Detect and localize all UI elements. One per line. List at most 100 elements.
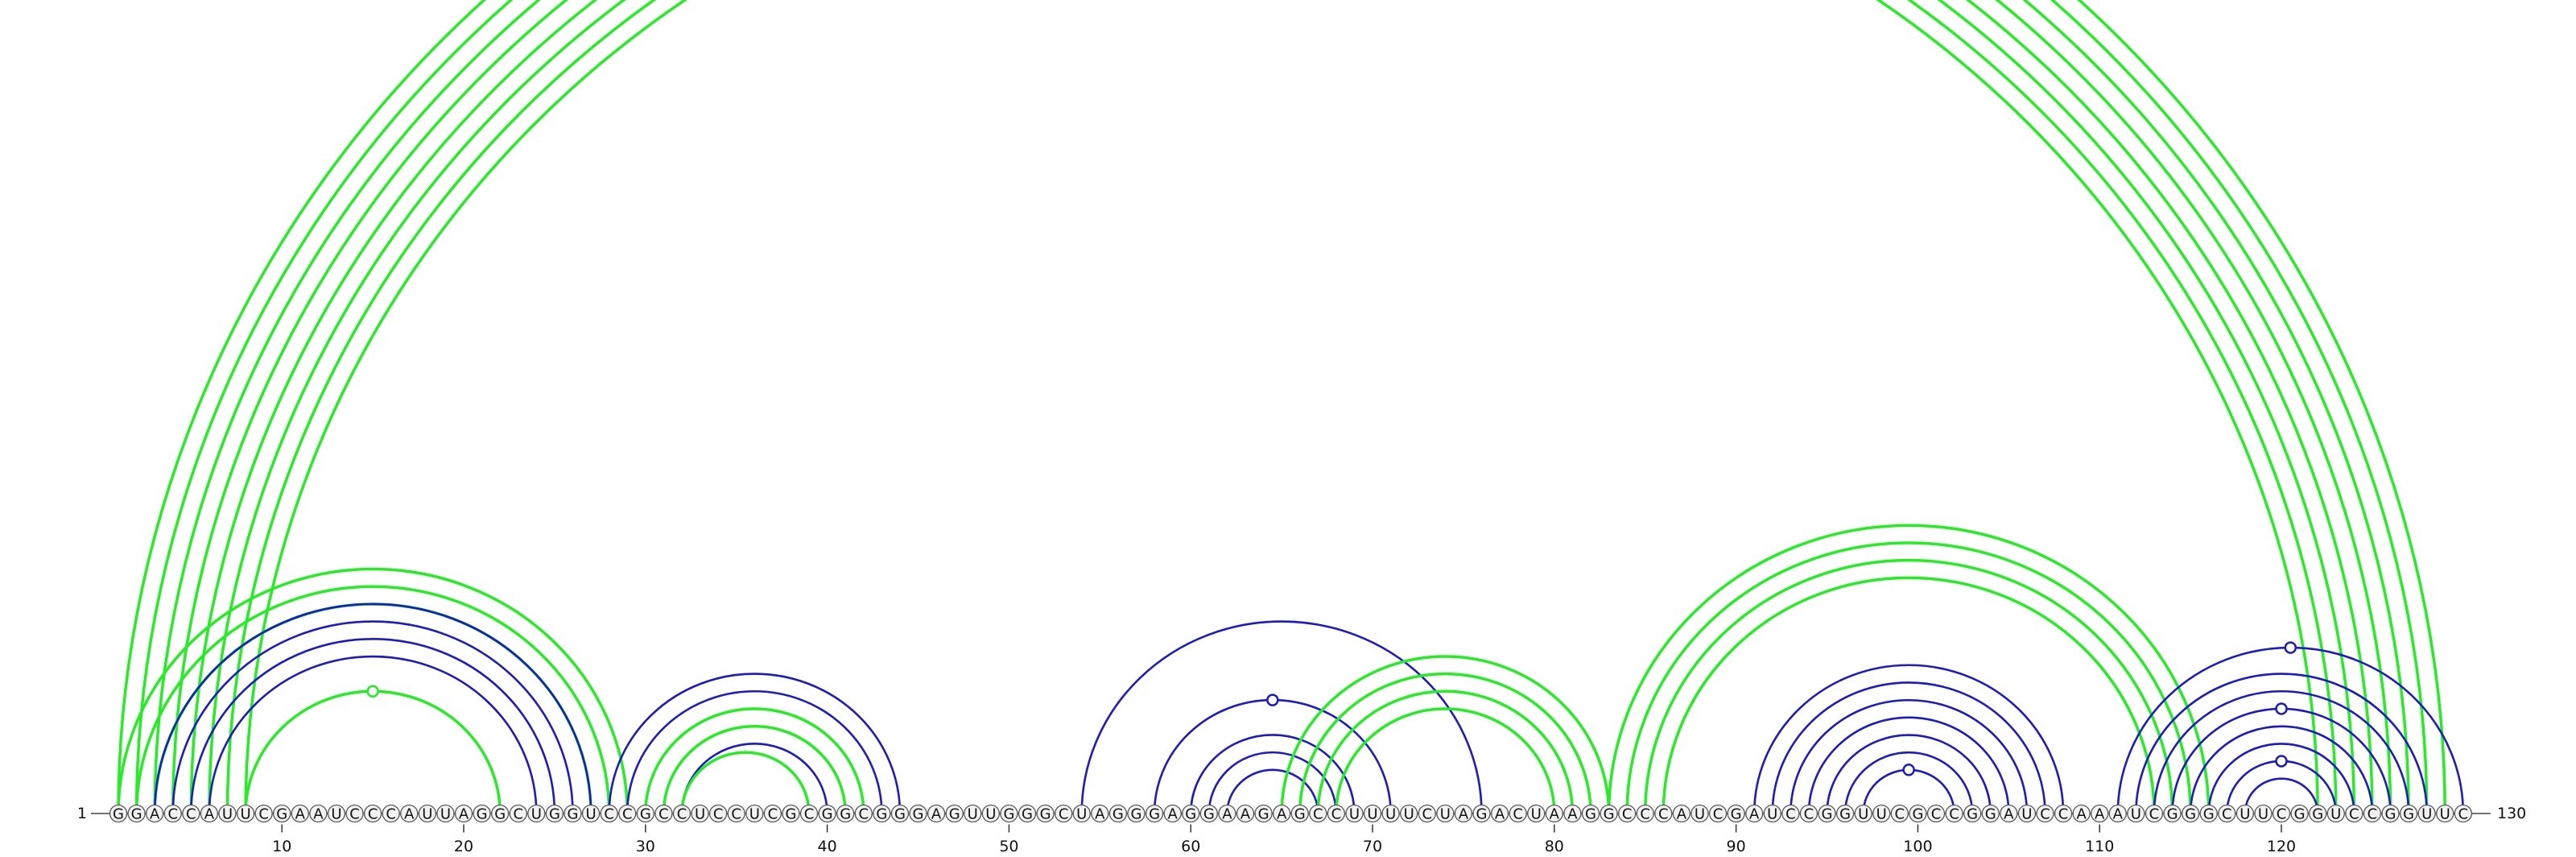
nucleotide-letter: C [513, 806, 523, 823]
green-arc-31-41 [663, 727, 845, 814]
nucleotide-36: U [746, 805, 763, 823]
position-tick-label-40: 40 [818, 838, 837, 855]
blue-arc-60-69 [1191, 735, 1354, 814]
nucleotide-41: G [837, 805, 854, 823]
nucleotide-10: G [274, 805, 291, 823]
nucleotide-letter: C [386, 806, 396, 823]
nucleotide-23: C [510, 805, 526, 823]
marker-layer [368, 0, 2296, 775]
nucleotide-30: G [637, 805, 654, 823]
nucleotide-letter: G [568, 806, 579, 823]
nucleotide-16: C [382, 805, 399, 823]
nucleotide-44: G [891, 805, 908, 823]
nucleotide-89: C [1710, 805, 1727, 823]
blue-arc-31-41 [663, 727, 845, 814]
nucleotide-letter: C [604, 806, 614, 823]
nucleotide-93: C [1782, 805, 1799, 823]
nucleotide-letter: C [349, 806, 360, 823]
nucleotide-22: G [492, 805, 509, 823]
nucleotide-letter: U [1767, 806, 1777, 823]
nucleotide-letter: G [894, 806, 906, 823]
nucleotide-letter: U [749, 806, 760, 823]
nucleotide-letter: C [713, 806, 724, 823]
nucleotide-45: G [910, 805, 927, 823]
nucleotide-letter: U [1349, 806, 1360, 823]
green-arc-86-113 [1663, 578, 2154, 814]
nucleotide-80: A [1546, 805, 1563, 823]
nucleotide-letter: G [1185, 806, 1196, 823]
position-tick-label-90: 90 [1727, 838, 1746, 855]
green-arc-8-122 [246, 0, 2318, 814]
nucleotide-letter: G [913, 806, 924, 823]
nucleotide-letter: C [258, 806, 269, 823]
nucleotide-87: A [1673, 805, 1690, 823]
nucleotide-46: A [928, 805, 945, 823]
nucleotide-letter: A [1459, 806, 1469, 823]
nucleotide-letter: G [477, 806, 488, 823]
nucleotide-letter: G [1258, 806, 1269, 823]
nucleotide-letter: C [1622, 806, 1633, 823]
green-arc-1-129 [118, 0, 2445, 814]
nucleotide-106: U [2018, 805, 2035, 823]
green-arc-8-22 [246, 691, 500, 814]
nucleotide-2: G [128, 805, 145, 823]
green-arc-3-27 [155, 604, 591, 814]
nucleotide-128: U [2418, 805, 2435, 823]
nucleotide-letter: C [2149, 806, 2160, 823]
nucleotide-33: U [691, 805, 708, 823]
nucleotide-letter: C [167, 806, 178, 823]
nucleotide-120: C [2273, 805, 2290, 823]
green-arc-30-42 [646, 709, 864, 814]
nucleotide-53: C [1055, 805, 1072, 823]
nucleotide-42: C [855, 805, 872, 823]
nucleotide-125: C [2363, 805, 2380, 823]
nucleotide-letter: U [2421, 806, 2432, 823]
nucleotide-letter: A [1167, 806, 1178, 823]
nucleotide-91: A [1746, 805, 1763, 823]
nucleotide-letter: U [1531, 806, 1542, 823]
nucleotide-103: G [1964, 805, 1981, 823]
nucleotide-3: A [147, 805, 163, 823]
nucleotide-31: C [655, 805, 672, 823]
nucleotide-43: G [873, 805, 890, 823]
blue-arc-6-24 [209, 656, 536, 814]
nucleotide-35: C [728, 805, 745, 823]
position-tick-label-70: 70 [1363, 838, 1382, 855]
nucleotide-letter: U [1076, 806, 1087, 823]
nucleotide-64: G [1255, 805, 1272, 823]
blue-arc-54-76 [1082, 622, 1482, 814]
blue-arc-58-71 [1154, 700, 1391, 814]
position-tick-label-30: 30 [636, 838, 655, 855]
nucleotide-letter: G [1203, 806, 1215, 823]
nucleotide-85: C [1637, 805, 1653, 823]
nucleotide-79: U [1528, 805, 1545, 823]
nucleotide-72: U [1401, 805, 1418, 823]
nucleotide-110: A [2091, 805, 2108, 823]
nucleotide-letter: C [1895, 806, 1905, 823]
blue-arc-marker-114-126 [2277, 703, 2287, 714]
nucleotide-letter: U [2021, 806, 2032, 823]
nucleotide-130: C [2454, 805, 2471, 823]
nucleotide-113: C [2145, 805, 2162, 823]
nucleotide-letter: U [1695, 806, 1705, 823]
nucleotide-114: G [2164, 805, 2181, 823]
nucleotide-letter: A [204, 806, 215, 823]
nucleotide-99: C [1891, 805, 1908, 823]
nucleotide-6: A [200, 805, 217, 823]
nucleotide-letter: C [768, 806, 778, 823]
nucleotide-letter: C [2058, 806, 2069, 823]
position-axis: 10 20 30 40 50 60 70 80 90 100 110 120 [272, 825, 2296, 856]
nucleotide-74: U [1437, 805, 1454, 823]
green-arc-4-126 [173, 0, 2391, 814]
nucleotide-letter: G [822, 806, 833, 823]
nucleotide-letter: A [1495, 806, 1505, 823]
nucleotide-49: U [982, 805, 999, 823]
nucleotide-letter: A [2004, 806, 2014, 823]
nucleotide-105: A [2000, 805, 2017, 823]
nucleotide-letter: A [150, 806, 160, 823]
position-tick-label-10: 10 [272, 838, 291, 855]
nucleotide-letter: C [1331, 806, 1342, 823]
nucleotide-letter: A [404, 806, 415, 823]
nucleotide-48: U [964, 805, 981, 823]
nucleotide-letter: G [1731, 806, 1742, 823]
